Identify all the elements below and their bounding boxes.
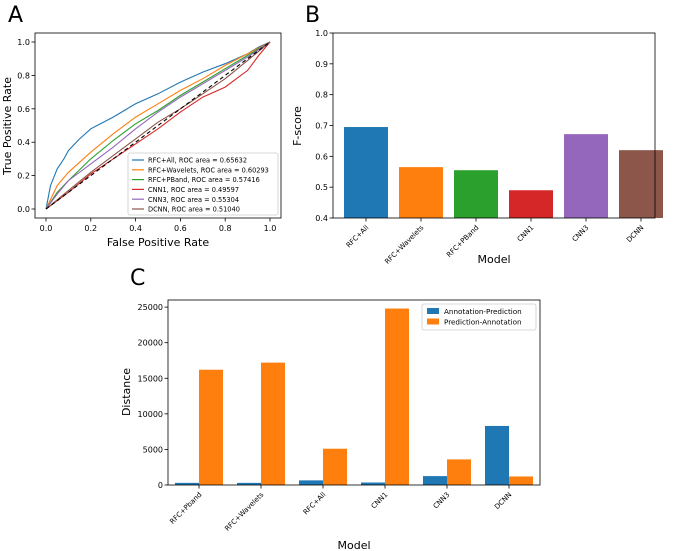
fscore-chart: 0.4 0.5 0.6 0.7 0.8 0.9 1.0 RFC+All RFC+Wavelet…: [291, 29, 663, 266]
distance-legend: Annotation-Prediction Prediction-Annotati…: [421, 303, 537, 331]
distance-legend-box: [421, 303, 537, 331]
distance-x-tick-label: DCNN: [493, 491, 513, 511]
fscore-y-tick-label: 0.8: [315, 91, 328, 100]
fscore-y-tick-label: 0.7: [315, 122, 328, 131]
distance-plot-frame: [167, 299, 541, 486]
roc-legend-label-2: RFC+PBand, ROC area = 0.57416: [148, 176, 260, 184]
roc-chart: 0.0 0.2 0.4 0.6 0.8 1.0 0.0 0.2 0.4 0.6 0.8 1.0 Fa…: [1, 32, 282, 249]
fscore-y-tick-label: 0.9: [315, 60, 328, 69]
fscore-x-tick-label: CNN3: [571, 224, 591, 244]
fscore-bars: [344, 127, 663, 218]
roc-series-group: [45, 41, 271, 210]
roc-x-tick-label: 0.2: [84, 224, 97, 233]
roc-x-tick-label: 0.4: [129, 224, 142, 233]
distance-y-tick-label: 20000: [138, 339, 163, 348]
distance-bar-s1-2: [323, 448, 347, 485]
roc-legend-label-4: CNN3, ROC area = 0.55304: [148, 196, 239, 204]
roc-chance-line: [45, 41, 271, 210]
roc-x-label: False Positive Rate: [107, 236, 209, 249]
roc-plot-frame: [34, 32, 282, 219]
distance-bar-s1-1: [261, 362, 285, 485]
panel-label-c: C: [130, 266, 145, 291]
roc-legend-label-0: RFC+All, ROC area = 0.65632: [148, 157, 247, 165]
distance-y-tick-label: 0: [158, 481, 163, 490]
fscore-x-label: Model: [477, 253, 510, 266]
fscore-x-tick-label: RFC+All: [345, 224, 371, 250]
roc-y-tick-label: 0.2: [17, 172, 30, 181]
roc-legend-label-5: DCNN, ROC area = 0.51040: [148, 206, 240, 214]
roc-x-ticks: 0.0 0.2 0.4 0.6 0.8 1.0: [40, 218, 277, 233]
roc-legend-label-3: CNN1, ROC area = 0.49597: [148, 186, 239, 194]
roc-x-tick-label: 0.8: [219, 224, 232, 233]
distance-legend-swatch-0: [427, 308, 439, 314]
distance-legend-label-0: Annotation-Prediction: [444, 307, 522, 316]
distance-y-tick-label: 25000: [138, 303, 163, 312]
roc-y-tick-label: 0.8: [17, 71, 30, 80]
roc-x-tick-label: 1.0: [264, 224, 277, 233]
fscore-y-tick-label: 0.6: [315, 152, 328, 161]
panel-label-b: B: [305, 3, 320, 28]
roc-y-label: True Positive Rate: [1, 77, 14, 176]
fscore-bar-4: [564, 134, 608, 218]
distance-x-tick-label: CNN3: [432, 491, 452, 511]
distance-bar-s0-2: [299, 480, 323, 485]
distance-y-ticks: 0 5000 10000 15000 20000 25000: [138, 303, 168, 490]
distance-bar-s0-3: [361, 482, 385, 485]
roc-line-3: [45, 41, 271, 210]
roc-y-tick-label: 0.4: [17, 138, 30, 147]
distance-bar-s0-1: [237, 482, 261, 485]
roc-y-tick-label: 0.6: [17, 105, 30, 114]
roc-legend-label-1: RFC+Wavelets, ROC area = 0.60293: [148, 166, 269, 174]
roc-line-5: [45, 41, 271, 210]
fscore-x-tick-label: RFC+Wavelets: [383, 224, 425, 266]
fscore-bar-5: [619, 150, 663, 218]
distance-bar-s1-0: [199, 369, 223, 485]
roc-legend-box: [127, 152, 279, 216]
roc-x-tick-label: 0.6: [174, 224, 187, 233]
distance-bar-s0-0: [175, 482, 199, 485]
distance-x-label: Model: [337, 539, 370, 551]
fscore-y-label: F-score: [291, 106, 304, 146]
fscore-y-tick-label: 0.5: [315, 183, 328, 192]
roc-y-tick-label: 1.0: [17, 38, 30, 47]
distance-y-label: Distance: [120, 368, 133, 416]
fscore-y-tick-label: 1.0: [315, 29, 328, 38]
fscore-bar-0: [344, 127, 388, 218]
distance-bar-s0-4: [423, 476, 447, 485]
roc-y-ticks: 0.0 0.2 0.4 0.6 0.8 1.0: [17, 38, 35, 214]
distance-y-tick-label: 5000: [143, 445, 163, 454]
roc-line-1: [45, 41, 271, 210]
fscore-y-tick-label: 0.4: [315, 214, 328, 223]
fscore-x-tick-label: CNN1: [516, 224, 536, 244]
distance-legend-label-1: Prediction-Annotation: [444, 318, 522, 327]
fscore-x-tick-label: RFC+PBand: [445, 224, 480, 259]
distance-bar-s0-5: [485, 425, 509, 485]
distance-x-tick-label: RFC+Pband: [168, 491, 203, 526]
panel-label-a: A: [8, 3, 23, 28]
roc-legend: RFC+All, ROC area = 0.65632RFC+Wavelets,…: [127, 152, 279, 216]
distance-x-ticks: RFC+Pband RFC+Wavelets RFC+All CNN1 CNN3 DCNN: [168, 485, 513, 533]
fscore-bar-3: [509, 190, 553, 218]
distance-legend-swatch-1: [427, 318, 439, 325]
distance-x-tick-label: RFC+Wavelets: [223, 491, 265, 533]
fscore-y-ticks: 0.4 0.5 0.6 0.7 0.8 0.9 1.0: [315, 29, 333, 223]
roc-line-4: [45, 41, 271, 210]
distance-bar-s1-3: [385, 308, 409, 485]
fscore-bar-1: [399, 167, 443, 218]
roc-x-tick-label: 0.0: [40, 224, 53, 233]
fscore-bar-2: [454, 170, 498, 218]
distance-chart: 0 5000 10000 15000 20000 25000 RFC+Pband RFC+W…: [120, 299, 541, 551]
distance-y-tick-label: 15000: [138, 374, 163, 383]
distance-x-tick-label: RFC+All: [302, 491, 328, 517]
distance-bars: [175, 308, 533, 485]
distance-bar-s1-4: [447, 459, 471, 485]
roc-y-tick-label: 0.0: [17, 205, 30, 214]
roc-line-0: [45, 41, 271, 210]
fscore-x-tick-label: DCNN: [625, 224, 645, 244]
distance-y-tick-label: 10000: [138, 410, 163, 419]
distance-bar-s1-5: [509, 476, 533, 485]
distance-x-tick-label: CNN1: [370, 491, 390, 511]
